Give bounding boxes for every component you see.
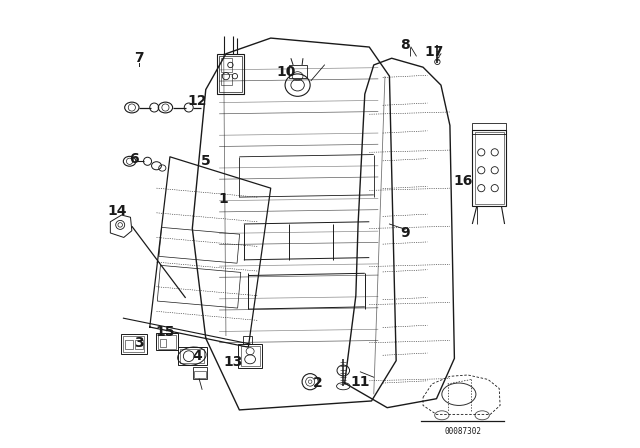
Bar bbox=[243, 336, 252, 344]
Bar bbox=[289, 65, 307, 78]
Text: 1: 1 bbox=[219, 192, 228, 207]
Text: 9: 9 bbox=[400, 226, 410, 240]
Text: 00087302: 00087302 bbox=[445, 427, 482, 436]
Bar bbox=[135, 340, 143, 349]
Bar bbox=[220, 56, 242, 92]
Bar bbox=[475, 132, 504, 204]
Bar bbox=[158, 335, 176, 349]
Text: 2: 2 bbox=[313, 376, 323, 390]
Bar bbox=[160, 339, 166, 347]
Bar bbox=[180, 349, 204, 363]
Text: 3: 3 bbox=[134, 336, 143, 350]
Bar bbox=[472, 123, 506, 134]
Bar bbox=[241, 346, 260, 366]
Text: 5: 5 bbox=[201, 154, 211, 168]
Text: 7: 7 bbox=[134, 51, 143, 65]
Bar bbox=[472, 130, 506, 206]
Bar bbox=[159, 227, 239, 263]
Bar bbox=[123, 336, 145, 352]
Text: 14: 14 bbox=[108, 204, 127, 219]
Bar bbox=[125, 340, 133, 349]
Text: 13: 13 bbox=[223, 354, 243, 369]
Bar bbox=[194, 371, 206, 378]
Bar bbox=[221, 74, 232, 85]
Bar bbox=[239, 344, 262, 368]
Text: 8: 8 bbox=[400, 38, 410, 52]
Bar bbox=[157, 265, 241, 308]
Bar bbox=[217, 54, 244, 94]
Text: 11: 11 bbox=[351, 375, 370, 389]
Text: 12: 12 bbox=[187, 94, 207, 108]
Text: 10: 10 bbox=[276, 65, 296, 79]
Bar bbox=[221, 58, 232, 72]
Text: 4: 4 bbox=[192, 349, 202, 363]
Bar bbox=[121, 334, 147, 354]
Text: 6: 6 bbox=[129, 152, 139, 166]
Text: 15: 15 bbox=[156, 325, 175, 340]
Bar bbox=[177, 347, 207, 365]
Bar bbox=[193, 367, 207, 379]
Text: 17: 17 bbox=[424, 44, 444, 59]
Bar bbox=[157, 333, 178, 350]
Text: 16: 16 bbox=[454, 174, 473, 189]
